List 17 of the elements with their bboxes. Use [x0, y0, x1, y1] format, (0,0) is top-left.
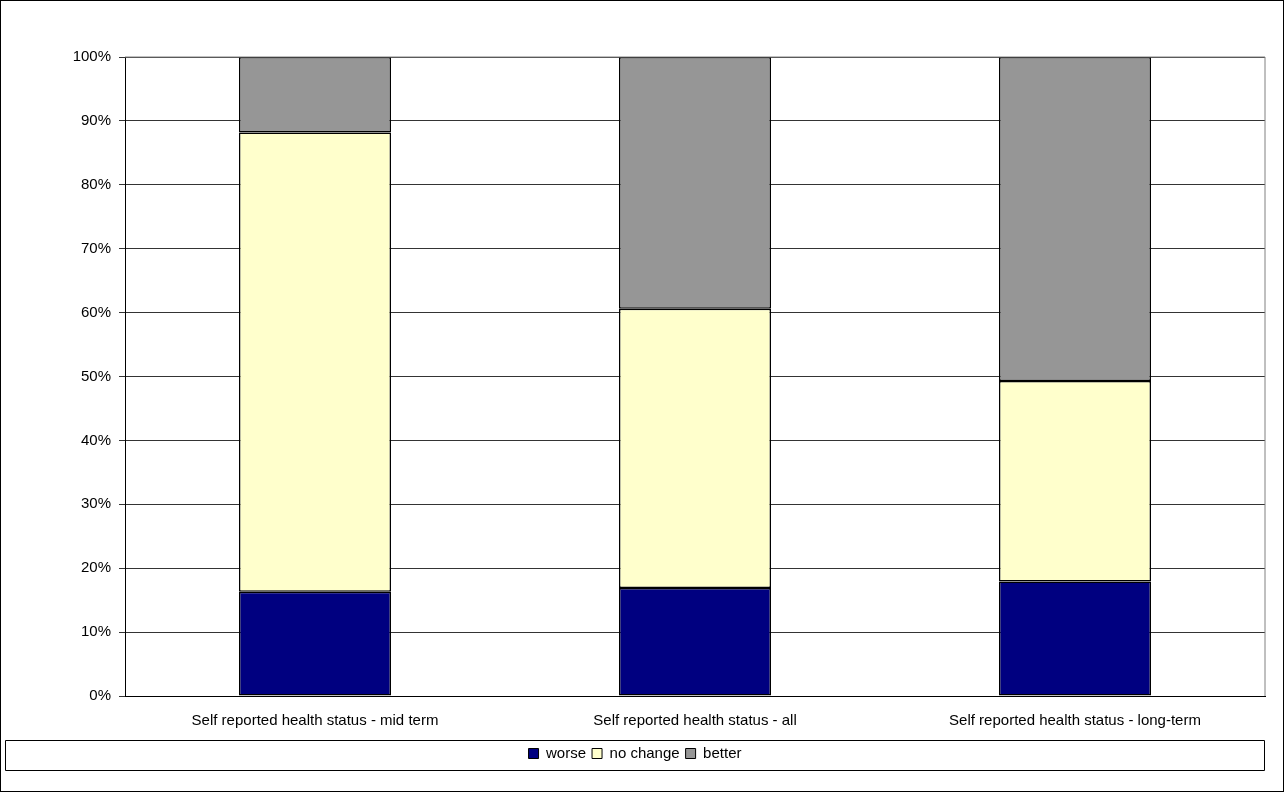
legend-label: better — [703, 743, 742, 761]
legend-label: no change — [609, 743, 680, 761]
y-tick-label: 30% — [80, 494, 111, 512]
legend-label: worse — [545, 743, 587, 761]
y-tick-label: 40% — [80, 430, 111, 448]
x-tick-label: Self reported health status - long-term — [949, 711, 1201, 729]
y-tick-label: 100% — [72, 47, 111, 65]
y-tick-label: 70% — [80, 238, 111, 256]
y-tick-label: 20% — [80, 558, 111, 576]
y-tick-label: 80% — [80, 174, 111, 192]
y-tick-label: 0% — [89, 686, 111, 704]
x-tick-label: Self reported health status - all — [593, 711, 797, 729]
x-tick-label: Self reported health status - mid term — [191, 711, 439, 729]
y-tick-label: 10% — [80, 622, 111, 640]
y-tick-label: 90% — [80, 111, 111, 129]
y-tick-label: 50% — [80, 366, 111, 384]
y-tick-label: 60% — [80, 302, 111, 320]
